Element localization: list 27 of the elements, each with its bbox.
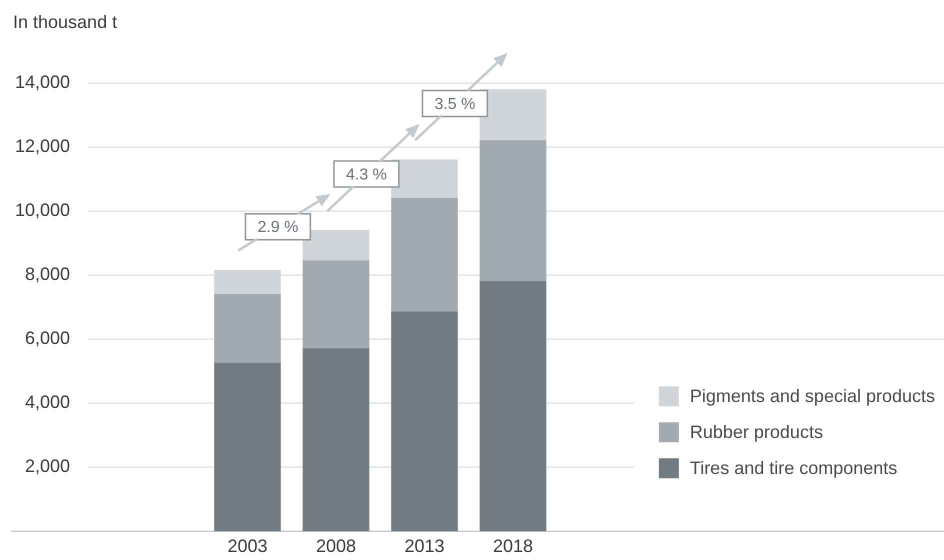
y-tick-label: 4,000 (24, 392, 70, 412)
bar (302, 230, 370, 262)
legend-label: Tires and tire components (690, 458, 898, 478)
y-tick-label: 10,000 (14, 200, 70, 220)
y-tick-label: 6,000 (24, 328, 70, 348)
bar (480, 140, 546, 282)
x-tick-label: 2008 (316, 536, 356, 556)
y-axis-title: In thousand t (13, 12, 118, 32)
legend-label: Rubber products (690, 422, 823, 442)
bar (391, 198, 458, 312)
bar (302, 260, 370, 350)
x-tick-label: 2018 (492, 536, 534, 556)
x-tick-label: 2003 (227, 536, 268, 556)
bar (214, 294, 281, 364)
annotation: 4.3 % (346, 166, 387, 184)
bar (214, 362, 281, 532)
y-tick-label: 14,000 (14, 72, 70, 92)
x-tick-label: 2013 (404, 536, 445, 556)
annotation: 2.9 % (257, 219, 298, 236)
bar (302, 348, 370, 532)
bar (391, 312, 458, 532)
annotation: 3.5 % (434, 96, 476, 113)
y-tick-label: 12,000 (14, 136, 70, 156)
y-tick-label: 2,000 (24, 456, 70, 476)
y-tick-label: 8,000 (24, 264, 70, 284)
legend-label: Pigments and special products (690, 386, 936, 406)
bar (480, 281, 546, 532)
